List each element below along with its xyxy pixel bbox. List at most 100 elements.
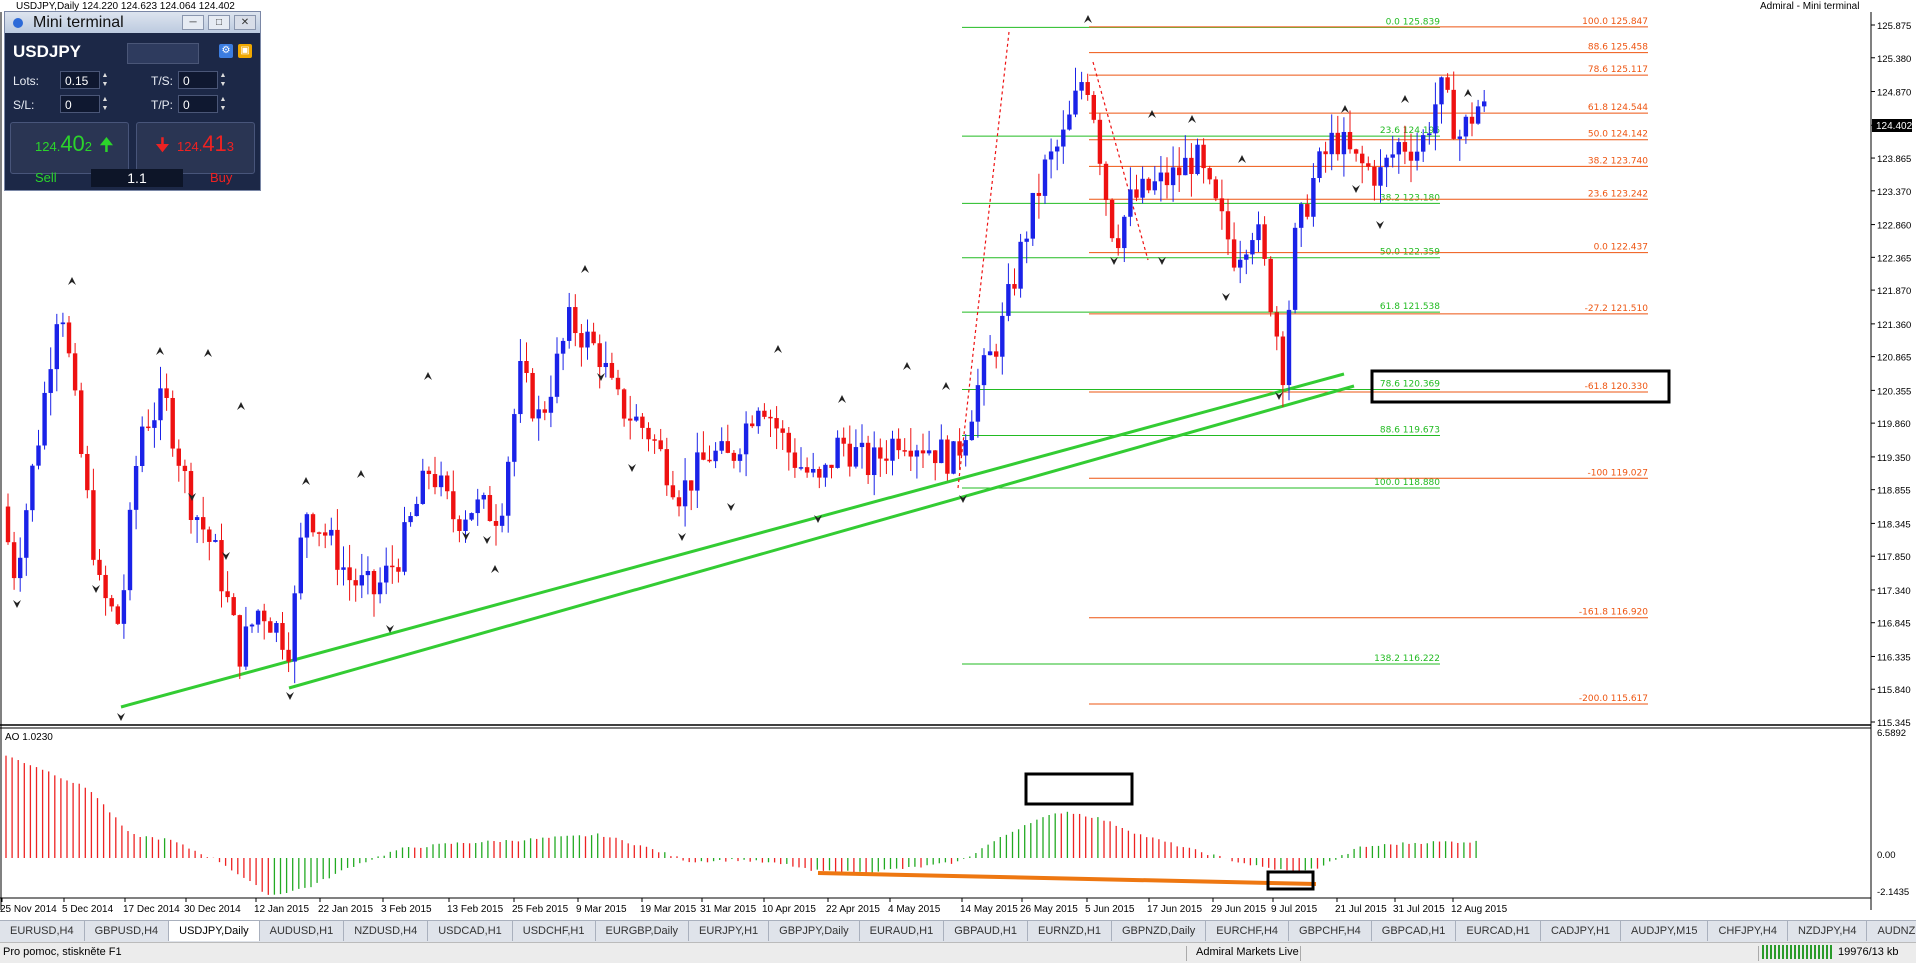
candle-bull (682, 480, 688, 507)
tab-gbpusd-h4[interactable]: GBPUSD,H4 (85, 921, 170, 941)
mini-terminal[interactable]: Mini terminal ─ □ ✕ USDJPY ⚙ ▣ Lots: 0.1… (4, 11, 261, 191)
fractal-up-icon (1341, 105, 1349, 113)
tab-usdcad-h1[interactable]: USDCAD,H1 (428, 921, 513, 941)
ao-tick: 0.00 (1877, 850, 1896, 861)
tab-gbpjpy-daily[interactable]: GBPJPY,Daily (769, 921, 860, 941)
tab-gbpchf-h4[interactable]: GBPCHF,H4 (1289, 921, 1372, 941)
mini-terminal-titlebar[interactable]: Mini terminal ─ □ ✕ (5, 12, 260, 33)
fib-orange-label: 78.6 125.117 (1588, 65, 1648, 75)
candle-bull (1414, 151, 1420, 161)
tab-eurjpy-h1[interactable]: EURJPY,H1 (689, 921, 770, 941)
trendline-1[interactable] (120, 372, 1345, 709)
candle-bull (1329, 132, 1334, 155)
tab-eurnzd-h1[interactable]: EURNZD,H1 (1028, 921, 1112, 941)
tab-nzdusd-h4[interactable]: NZDUSD,H4 (344, 921, 429, 941)
settings-icon[interactable]: ⚙ (219, 44, 233, 58)
candle-bear (280, 623, 285, 650)
price-tick: 125.380 (1877, 54, 1911, 65)
sell-button[interactable]: 124.402 🠉 (10, 122, 129, 174)
trendline-2[interactable] (288, 384, 1355, 690)
price-tick: 115.345 (1877, 718, 1911, 729)
candle-bear (97, 559, 102, 575)
fib-orange-label: 50.0 124.142 (1588, 130, 1648, 140)
minimize-icon[interactable]: ─ (182, 15, 204, 30)
maximize-icon[interactable]: □ (208, 15, 230, 30)
candle-bear (878, 447, 883, 459)
candle-bear (207, 529, 212, 542)
price-tick: 117.850 (1877, 552, 1911, 563)
current-price-label: 124.402 (1876, 121, 1913, 132)
symbol-name: USDJPY (13, 42, 82, 61)
lots-spinner-icon[interactable]: ▲ ▼ (101, 72, 109, 88)
fractal-up-icon (1188, 115, 1196, 123)
sl-spinner-icon[interactable]: ▲ ▼ (101, 96, 109, 112)
tab-gbpnzd-daily[interactable]: GBPNZD,Daily (1112, 921, 1207, 941)
tab-cadjpy-h1[interactable]: CADJPY,H1 (1541, 921, 1622, 941)
candle-bear (1207, 168, 1212, 180)
close-icon[interactable]: ✕ (234, 15, 256, 30)
ts-spinner-icon[interactable]: ▲ ▼ (219, 72, 227, 88)
candle-bull (914, 450, 920, 457)
candle-bull (1250, 240, 1255, 255)
tab-chfjpy-h4[interactable]: CHFJPY,H4 (1708, 921, 1788, 941)
candle-bear (371, 570, 377, 595)
candle-bear (817, 468, 822, 478)
tp-input[interactable]: 0 (178, 95, 218, 113)
sell-label[interactable]: Sell (35, 170, 57, 185)
candle-bull (585, 331, 590, 348)
price-chart[interactable]: 0.0 125.839 23.6 124.196 38.2 123.180 50.0 … (0, 0, 1916, 920)
expand-icon[interactable]: ▣ (238, 44, 252, 58)
candle-bear (1012, 284, 1017, 289)
ts-label: T/S: (151, 74, 174, 88)
tab-eurchf-h4[interactable]: EURCHF,H4 (1206, 921, 1290, 941)
candle-bull (567, 307, 572, 341)
ao-divergence-line (817, 871, 1317, 886)
tp-spinner-icon[interactable]: ▲ ▼ (219, 96, 227, 112)
candle-bull (1317, 151, 1322, 179)
candle-bull (1079, 82, 1084, 91)
candle-bull (1421, 135, 1426, 152)
lots-input[interactable]: 0.15 (60, 71, 100, 89)
highlight-box-price (1370, 369, 1671, 404)
price-tick: 122.365 (1877, 253, 1911, 264)
tab-gbpcad-h1[interactable]: GBPCAD,H1 (1372, 921, 1457, 941)
tab-eurcad-h1[interactable]: EURCAD,H1 (1456, 921, 1541, 941)
candle-bear (115, 606, 120, 624)
tab-euraud-h1[interactable]: EURAUD,H1 (860, 921, 945, 941)
candle-bear (268, 621, 273, 633)
candle-bear (1231, 239, 1237, 268)
volume-input[interactable]: 1.1 (91, 169, 183, 187)
fractal-up-icon (1084, 15, 1092, 23)
candle-bull (54, 324, 59, 370)
tab-eurusd-h4[interactable]: EURUSD,H4 (0, 921, 85, 941)
fib-orange-label: -200.0 115.617 (1579, 694, 1648, 704)
tab-usdchf-h1[interactable]: USDCHF,H1 (513, 921, 596, 941)
sl-input[interactable]: 0 (60, 95, 100, 113)
buy-button[interactable]: 🠋 124.413 (136, 122, 255, 174)
candle-bear (640, 416, 645, 428)
tab-eurgbp-daily[interactable]: EURGBP,Daily (596, 921, 690, 941)
tab-nzdjpy-h4[interactable]: NZDJPY,H4 (1788, 921, 1868, 941)
ts-input[interactable]: 0 (178, 71, 218, 89)
tab-gbpaud-h1[interactable]: GBPAUD,H1 (944, 921, 1028, 941)
status-bar: Pro pomoc, stiskněte F1 Admiral Markets … (0, 942, 1916, 963)
candle-bear (945, 439, 950, 474)
tab-audjpy-m15[interactable]: AUDJPY,M15 (1621, 921, 1709, 941)
fractal-up-icon (357, 470, 365, 478)
tab-audnzd-h4[interactable]: AUDNZD,H4 (1867, 921, 1916, 941)
tab-audusd-h1[interactable]: AUDUSD,H1 (260, 921, 345, 941)
candle-bull (1128, 189, 1133, 217)
candle-bear (1177, 167, 1182, 176)
time-tick: 21 Jul 2015 (1335, 904, 1387, 915)
candle-bear (804, 467, 810, 473)
candle-bear (615, 377, 621, 390)
current-price-box (1872, 119, 1912, 132)
symbol-selector[interactable] (127, 43, 199, 64)
candle-bull (298, 537, 303, 594)
buy-label[interactable]: Buy (210, 170, 233, 185)
candle-bull (1183, 157, 1188, 176)
candle-bear (768, 416, 773, 419)
tab-usdjpy-daily[interactable]: USDJPY,Daily (169, 921, 260, 941)
fractal-down-icon (959, 495, 967, 503)
candle-bear (530, 372, 535, 419)
